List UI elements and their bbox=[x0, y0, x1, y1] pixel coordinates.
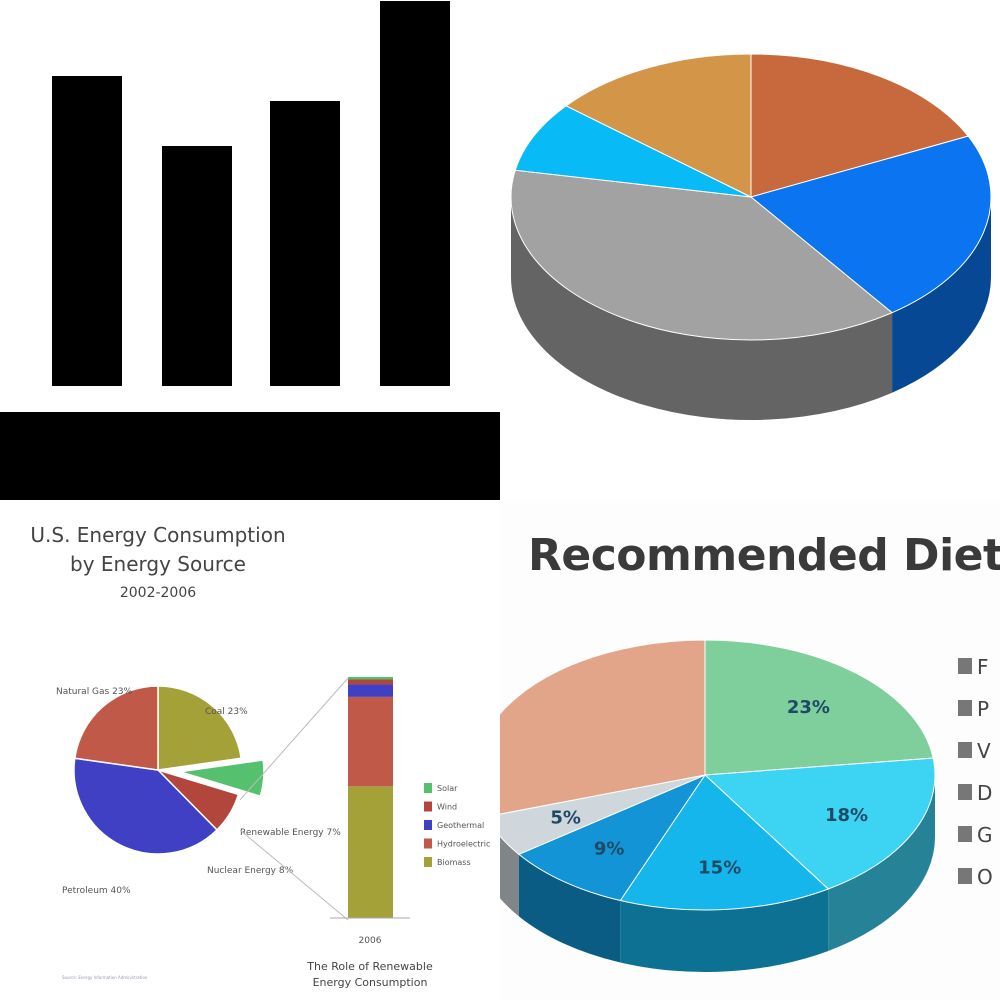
diet-side-1 bbox=[828, 775, 935, 951]
diet-legend-label-4: G bbox=[977, 823, 993, 847]
diet-slice-label-1: 18% bbox=[825, 805, 868, 826]
diet-slice-3 bbox=[517, 773, 707, 902]
energy-period: 2002-2006 bbox=[120, 585, 196, 601]
diet-legend-swatch-0 bbox=[958, 658, 972, 674]
bar-0 bbox=[52, 76, 122, 386]
diet-side-4 bbox=[500, 836, 519, 917]
energy-slice-label-0: Coal 23% bbox=[205, 707, 248, 717]
diet-legend-swatch-2 bbox=[958, 742, 972, 758]
pie3d-side-1 bbox=[892, 197, 991, 393]
stack-caption-line2: Energy Consumption bbox=[313, 976, 428, 989]
energy-slice-0 bbox=[157, 685, 243, 771]
stack-seg-1 bbox=[348, 696, 393, 787]
stack-seg-2 bbox=[348, 684, 393, 697]
energy-subtitle: by Energy Source bbox=[70, 552, 246, 576]
diet-slice-5 bbox=[500, 639, 706, 815]
stack-legend-label-4: Biomass bbox=[437, 858, 471, 867]
pie-chart-3d bbox=[510, 53, 992, 420]
pie-3d-panel bbox=[500, 0, 1000, 500]
diet-legend-swatch-4 bbox=[958, 826, 972, 842]
bar-1 bbox=[162, 146, 232, 386]
diet-legend-label-5: O bbox=[977, 865, 993, 889]
stack-seg-4 bbox=[348, 677, 393, 680]
diet-chart-panel: Recommended Diet 23% 18% 15% 9% 5% F P V D G O bbox=[500, 500, 1000, 1000]
stack-caption-line1: The Role of Renewable bbox=[306, 960, 433, 973]
diet-legend-swatch-3 bbox=[958, 784, 972, 800]
bar-2 bbox=[270, 101, 340, 386]
diet-slice-label-4: 5% bbox=[550, 808, 581, 829]
stack-legend-label-3: Hydroelectric bbox=[437, 840, 490, 849]
pie3d-slice-3 bbox=[514, 105, 752, 198]
bar-baseline bbox=[0, 412, 500, 500]
connector-bottom bbox=[239, 829, 349, 921]
diet-legend-label-3: D bbox=[977, 781, 992, 805]
diet-slice-2 bbox=[619, 774, 830, 911]
energy-source-note: Source: Energy Information Administratio… bbox=[62, 975, 148, 980]
stack-legend-swatch-3 bbox=[424, 838, 432, 849]
diet-slice-label-0: 23% bbox=[787, 697, 830, 718]
pie3d-slice-0 bbox=[750, 53, 970, 198]
diet-side-3 bbox=[518, 854, 621, 963]
diet-legend-swatch-1 bbox=[958, 700, 972, 716]
energy-chart-panel: U.S. Energy Consumption by Energy Source… bbox=[0, 500, 500, 1000]
energy-slice-label-2: Nuclear Energy 8% bbox=[207, 866, 294, 876]
stack-legend-swatch-4 bbox=[424, 857, 432, 867]
energy-slice-label-3: Petroleum 40% bbox=[62, 886, 131, 896]
stack-legend-swatch-2 bbox=[424, 820, 432, 830]
diet-title: Recommended Diet bbox=[528, 530, 1000, 581]
diet-slice-label-2: 15% bbox=[698, 857, 741, 878]
bar-chart bbox=[0, 1, 500, 500]
diet-side-2 bbox=[620, 888, 829, 972]
energy-slice-label-4: Natural Gas 23% bbox=[56, 687, 133, 697]
energy-chart: U.S. Energy Consumption by Energy Source… bbox=[30, 523, 490, 989]
diet-legend-label-0: F bbox=[977, 655, 989, 679]
bar-chart-panel bbox=[0, 0, 500, 500]
diet-slice-0 bbox=[704, 639, 934, 776]
diet-legend-label-1: P bbox=[977, 697, 989, 721]
stack-legend-label-2: Geothermal bbox=[437, 821, 484, 830]
diet-slice-1 bbox=[703, 757, 936, 890]
pie3d-slice-4 bbox=[565, 53, 752, 198]
stack-seg-0 bbox=[348, 786, 393, 918]
renewable-stack: 2006 Solar Wind Geothermal Hydroelectric Biom… bbox=[330, 677, 490, 946]
stack-legend-swatch-1 bbox=[424, 801, 432, 812]
pie3d-slice-2 bbox=[510, 169, 894, 341]
diet-legend-label-2: V bbox=[977, 739, 991, 763]
stack-category-label: 2006 bbox=[359, 936, 382, 946]
pie3d-slice-1 bbox=[749, 135, 992, 314]
diet-slice-label-3: 9% bbox=[594, 839, 625, 860]
stack-legend-swatch-0 bbox=[424, 783, 432, 793]
diet-legend-swatch-5 bbox=[958, 868, 972, 884]
energy-pie: Coal 23% Renewable Energy 7% Nuclear Energ… bbox=[56, 677, 349, 921]
energy-slice-1 bbox=[179, 759, 265, 798]
energy-title: U.S. Energy Consumption bbox=[30, 523, 285, 547]
stack-seg-3 bbox=[348, 679, 393, 685]
energy-slice-label-1: Renewable Energy 7% bbox=[240, 828, 341, 838]
stack-legend-label-1: Wind bbox=[437, 803, 457, 812]
energy-slice-3 bbox=[73, 757, 218, 855]
connector-top bbox=[239, 677, 349, 801]
pie3d-side-2 bbox=[511, 197, 893, 420]
diet-slice-4 bbox=[500, 774, 706, 855]
energy-slice-4 bbox=[73, 685, 159, 771]
stack-legend-label-0: Solar bbox=[437, 784, 458, 793]
bar-3 bbox=[380, 1, 450, 386]
